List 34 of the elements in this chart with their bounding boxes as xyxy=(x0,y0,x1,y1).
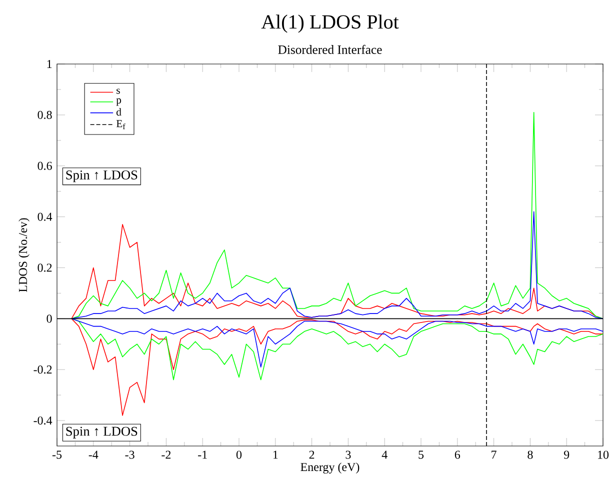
chart-title: Al(1) LDOS Plot xyxy=(261,14,399,33)
x-tick-label: 8 xyxy=(528,450,533,459)
x-tick-label: 4 xyxy=(382,450,388,459)
y-tick-label: 0.4 xyxy=(38,212,52,221)
y-tick-label: -0.4 xyxy=(34,416,52,425)
legend-label: d xyxy=(116,108,122,116)
x-tick-label: 1 xyxy=(273,450,278,459)
x-tick-label: 5 xyxy=(418,450,424,459)
x-tick-label: 2 xyxy=(309,450,314,459)
y-tick-label: -0.2 xyxy=(34,366,52,374)
y-tick-label: 0 xyxy=(46,314,52,323)
x-tick-label: 10 xyxy=(598,450,609,459)
x-tick-label: 0 xyxy=(236,450,242,459)
legend-label: E$_{f}$ xyxy=(116,120,126,130)
x-tick-label: 7 xyxy=(492,450,496,459)
legend-label: s xyxy=(116,88,120,94)
x-tick-label: -3 xyxy=(125,450,134,459)
y-axis-title: LDOS (No./ev) xyxy=(18,218,30,292)
x-tick-label: -4 xyxy=(88,450,98,459)
y-tick-label: 1 xyxy=(47,60,52,68)
annotation: Spin ↑ LDOS xyxy=(66,426,138,438)
legend-label: p xyxy=(116,98,122,106)
annotation: Spin ↑ LDOS xyxy=(66,170,138,182)
x-tick-label: -1 xyxy=(198,450,207,459)
y-tick-label: 0.2 xyxy=(38,264,52,272)
x-tick-label: 3 xyxy=(346,450,351,459)
y-tick-label: 0.8 xyxy=(38,110,52,120)
x-tick-label: -2 xyxy=(162,450,171,459)
x-tick-label: -5 xyxy=(52,450,62,459)
x-tick-label: 6 xyxy=(454,450,460,459)
chart-subtitle: Disordered Interface xyxy=(278,44,382,54)
x-tick-label: 9 xyxy=(564,450,570,459)
y-tick-label: 0.6 xyxy=(38,162,52,170)
x-axis-title: Energy (eV) xyxy=(300,462,360,474)
